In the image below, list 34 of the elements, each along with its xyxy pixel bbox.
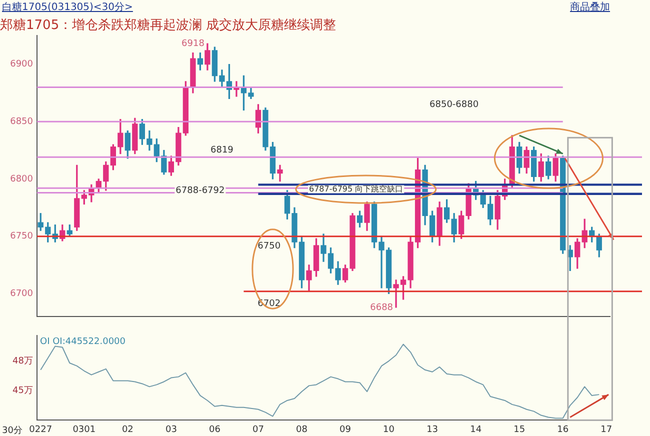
y-tick-label: 6800 xyxy=(10,174,34,184)
text: 商品叠加 xyxy=(570,0,610,14)
text: 白糖1705(031305)<30分> xyxy=(2,0,133,14)
x-tick-label: 06 xyxy=(208,424,221,435)
x-tick-label: 0301 xyxy=(72,424,96,435)
x-tick-label: 15 xyxy=(514,424,526,435)
candlestick xyxy=(277,164,283,182)
annotation: 6918 xyxy=(182,38,205,49)
chart-title: 郑糖1705：增仓杀跌郑糖再起波澜 成交放大原糖继续调整 xyxy=(0,17,336,34)
x-tick-label: 14 xyxy=(470,424,482,435)
y-tick-label: 6750 xyxy=(10,232,34,242)
ref-line-label: 6819 xyxy=(210,146,234,156)
x-tick-label: 17 xyxy=(600,424,612,435)
annotation: 6787-6795 向下跳空缺口 xyxy=(308,184,404,194)
y-tick-label: 45万 xyxy=(12,386,33,396)
y-tick-label: 6900 xyxy=(10,60,34,70)
x-tick-label: 08 xyxy=(296,424,308,435)
x-tick-label: 13 xyxy=(426,424,438,435)
annotation: 6850-6880 xyxy=(430,100,479,110)
y-tick-label: 6850 xyxy=(10,116,34,127)
x-tick-label: 02 xyxy=(122,424,134,435)
annotation: 6788-6792 xyxy=(176,186,225,196)
x-tick-label: 03 xyxy=(165,424,177,435)
y-tick-label: 6700 xyxy=(10,289,34,300)
x-tick-label: 10 xyxy=(383,424,395,435)
y-tick-label: 48万 xyxy=(12,356,33,366)
x-tick-label: 07 xyxy=(252,424,264,435)
annotation: 6688 xyxy=(370,302,394,313)
x-tick-label: 0227 xyxy=(29,424,52,435)
x-tick-label: 16 xyxy=(557,424,569,435)
text: 30分 xyxy=(2,424,22,436)
x-tick-label: 09 xyxy=(340,424,352,435)
ref-line-label: 6750 xyxy=(258,242,281,252)
annotation: OI OI:445522.0000 xyxy=(40,337,126,348)
